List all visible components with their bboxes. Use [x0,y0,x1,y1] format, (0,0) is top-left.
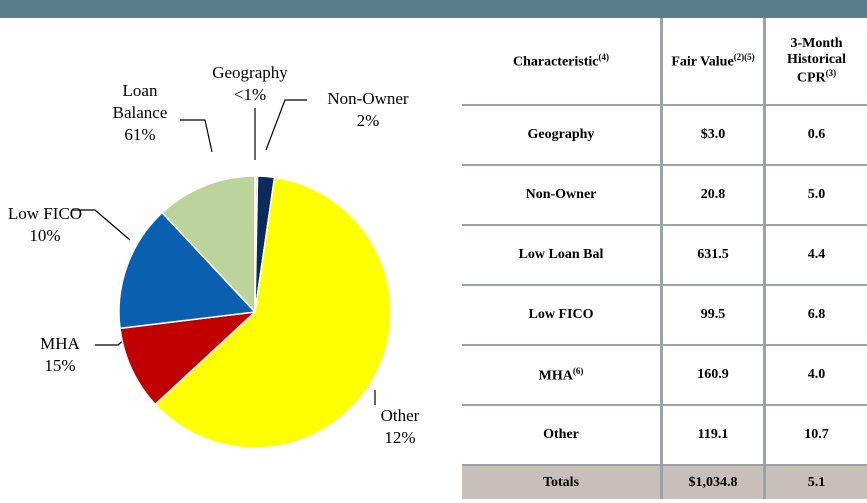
cell-text: Characteristic [512,54,599,70]
footnote-ref: (4) [598,51,610,62]
cell-text: 5.0 [807,187,826,202]
pie-slice [161,175,256,314]
table-cell: 5.0 [763,165,867,226]
slice-value: 2% [356,111,380,130]
cell-text: 6.8 [807,307,826,322]
cell-text: 631.5 [697,247,729,262]
table-cell: 20.8 [660,165,765,226]
table-cell: 4.4 [763,225,867,286]
slice-label: Other 12% [360,405,440,449]
cell-text: Fair Value [671,54,734,70]
slice-name: Low FICO [7,204,83,223]
table-cell: Other [462,405,662,466]
cell-text: 0.6 [807,127,826,142]
slice-label: Non-Owner 2% [313,88,423,132]
slice-label: Loan Balance 61% [100,80,180,146]
cell-text: Geography [527,127,595,142]
slice-value: <1% [233,85,267,104]
table-cell: Non-Owner [462,165,662,226]
table-cell: Low FICO [462,285,662,346]
cell-text: 20.8 [700,187,726,202]
table-cell: 3-Month Historical CPR(3) [763,18,867,106]
table-row: Other 119.1 10.7 [462,405,867,466]
cell-text: Totals [542,474,580,490]
cell-text: Low Loan Bal [518,247,604,262]
cell-text: 99.5 [700,307,726,322]
table-cell: 10.7 [763,405,867,466]
table-row: Low FICO 99.5 6.8 [462,285,867,346]
slice-name: Loan Balance [112,81,168,122]
cell-text: 5.1 [807,474,826,490]
cell-text: MHA [538,368,573,384]
table-cell: MHA(6) [462,345,662,406]
table-cell: 119.1 [660,405,765,466]
table-row: Low Loan Bal 631.5 4.4 [462,225,867,286]
table-row: Geography $3.0 0.6 [462,105,867,166]
table-cell: $1,034.8 [660,465,765,499]
slice-name: MHA [40,334,80,353]
table-row: MHA(6) 160.9 4.0 [462,345,867,406]
cell-text: 4.4 [807,247,826,262]
table-cell: Characteristic(4) [462,18,662,106]
cell-text: $1,034.8 [688,474,738,490]
cell-text: Other [543,427,579,442]
footnote-ref: (3) [825,67,837,78]
table-row: Non-Owner 20.8 5.0 [462,165,867,226]
table-cell: 631.5 [660,225,765,286]
slice-label: Geography <1% [195,62,305,106]
pie-slice [119,310,258,406]
footnote-ref: (6) [572,365,584,376]
footnote-ref: (2)(5) [733,51,755,62]
table-cell: 160.9 [660,345,765,406]
pie-slice [118,211,257,330]
cell-text: 119.1 [697,427,729,442]
cell-text: Low FICO [528,307,594,322]
cell-text: 3-Month Historical CPR [786,35,847,86]
slice-value: 61% [124,125,156,144]
slice-name: Non-Owner [327,89,409,108]
cell-text: $3.0 [700,127,726,142]
table-cell: $3.0 [660,105,765,166]
header-bar [0,0,867,18]
table-cell: 4.0 [763,345,867,406]
cell-text: Non-Owner [525,187,597,202]
slice-label: Low FICO 10% [5,203,85,247]
slice-value: 15% [44,356,76,375]
table-cell: Totals [462,465,662,499]
table-cell: 5.1 [763,465,867,499]
table-cell: Low Loan Bal [462,225,662,286]
table-cell: 6.8 [763,285,867,346]
slice-value: 12% [384,428,416,447]
slice-label: MHA 15% [15,333,105,377]
slice-name: Other [380,406,420,425]
totals-row: Totals $1,034.8 5.1 [462,465,867,499]
table-cell: 99.5 [660,285,765,346]
slice-name: Geography [212,63,288,82]
cell-text: 4.0 [807,367,826,382]
table-cell: Geography [462,105,662,166]
header-row: Characteristic(4) Fair Value(2)(5) 3-Month… [462,18,867,106]
table-cell: 0.6 [763,105,867,166]
characteristic-table: Characteristic(4) Fair Value(2)(5) 3-Month… [462,18,867,499]
cell-text: 10.7 [804,427,829,442]
pie-slice [154,176,392,449]
slice-value: 10% [29,226,61,245]
cell-text: 160.9 [697,367,729,382]
pie-chart [72,99,392,449]
table-cell: Fair Value(2)(5) [660,18,765,106]
